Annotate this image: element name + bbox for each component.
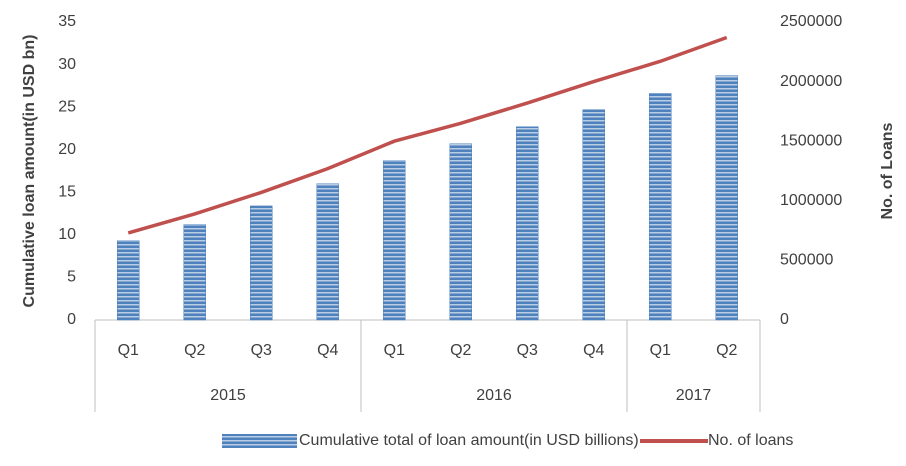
x-tick-label: Q1 [118,342,139,359]
y2-tick-label: 2000000 [780,73,842,90]
y-tick-label: 15 [58,184,76,201]
y-tick-label: 20 [58,141,76,158]
bar [649,93,672,321]
line [127,35,728,235]
x-tick-label: Q4 [583,342,604,359]
y-tick-label: 30 [58,56,76,73]
bar [715,75,738,321]
x-tick-label: Q1 [650,342,671,359]
bar [117,240,140,321]
legend-label: Cumulative total of loan amount(in USD b… [299,432,639,449]
y2-tick-label: 1500000 [780,132,842,149]
y2-tick-label: 500000 [780,252,833,269]
y-tick-label: 25 [58,98,76,115]
bar [383,160,406,321]
bar [316,183,339,321]
x-group-label: 2017 [676,387,712,404]
y-tick-label: 35 [58,13,76,30]
x-tick-label: Q1 [384,342,405,359]
bar [516,126,539,321]
legend-swatch [222,434,297,448]
x-tick-label: Q3 [517,342,538,359]
bar [183,224,206,321]
legend-label: No. of loans [708,432,793,449]
y-tick-label: 0 [67,311,76,328]
y2-tick-label: 2500000 [780,13,842,30]
x-group-label: 2015 [210,387,246,404]
bar [449,143,472,321]
y-tick-label: 5 [67,269,76,286]
x-tick-label: Q2 [450,342,471,359]
bar [582,109,605,321]
y-axis-title: Cumulative loan amount(in USD bn) [21,35,38,308]
x-tick-label: Q3 [251,342,272,359]
x-tick-label: Q2 [716,342,737,359]
y-tick-label: 10 [58,226,76,243]
y2-axis-title: No. of Loans [879,122,896,219]
y2-tick-label: 1000000 [780,192,842,209]
x-group-label: 2016 [476,387,512,404]
y2-tick-label: 0 [780,311,789,328]
x-tick-label: Q4 [317,342,338,359]
x-tick-label: Q2 [184,342,205,359]
bar [250,205,273,321]
